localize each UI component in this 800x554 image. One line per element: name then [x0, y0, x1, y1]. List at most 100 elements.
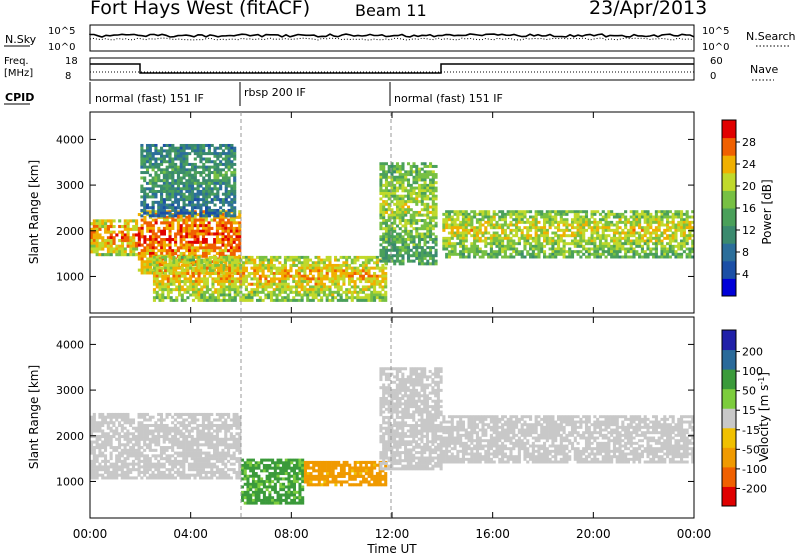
- data-cell: [418, 210, 422, 214]
- data-cell: [364, 258, 368, 262]
- data-cell: [398, 213, 402, 217]
- data-cell: [103, 415, 108, 419]
- data-cell: [210, 232, 214, 236]
- data-cell: [247, 274, 251, 278]
- data-cell: [151, 465, 155, 469]
- data-cell: [492, 242, 496, 246]
- data-cell: [179, 226, 183, 230]
- data-cell: [534, 247, 538, 251]
- data-cell: [166, 280, 170, 284]
- data-cell: [292, 277, 296, 281]
- data-cell: [367, 258, 371, 262]
- data-cell: [638, 252, 642, 256]
- data-cell: [450, 228, 454, 232]
- data-cell: [289, 298, 293, 302]
- data-cell: [283, 255, 287, 259]
- data-cell: [375, 266, 379, 270]
- data-cell: [317, 280, 321, 284]
- data-cell: [182, 162, 186, 166]
- data-cell: [264, 288, 268, 292]
- data-cell: [155, 261, 159, 265]
- data-cell: [166, 293, 170, 297]
- freq-tick-bottom: 8: [65, 71, 71, 82]
- data-cell: [584, 247, 589, 251]
- data-cell: [242, 280, 246, 284]
- data-cell: [229, 246, 233, 250]
- data-cell: [618, 220, 622, 224]
- data-cell: [398, 232, 402, 236]
- data-cell: [224, 200, 228, 204]
- data-cell: [219, 168, 223, 172]
- data-cell: [90, 440, 94, 444]
- data-cell: [101, 432, 105, 436]
- data-cell: [143, 165, 147, 169]
- data-cell: [643, 215, 647, 219]
- data-cell: [520, 252, 524, 256]
- data-cell: [134, 443, 138, 447]
- data-cell: [214, 255, 218, 259]
- data-cell: [601, 223, 605, 227]
- data-cell: [401, 183, 405, 187]
- data-cell: [398, 183, 402, 187]
- data-cell: [189, 285, 193, 289]
- data-cell: [160, 160, 164, 164]
- data-cell: [531, 250, 535, 254]
- data-cell: [168, 149, 172, 153]
- data-cell: [148, 429, 152, 433]
- data-cell: [131, 459, 136, 463]
- data-cell: [269, 290, 274, 294]
- data-cell: [554, 231, 558, 235]
- data-cell: [233, 162, 237, 166]
- data-cell: [601, 218, 605, 222]
- data-cell: [568, 250, 572, 254]
- data-cell: [210, 198, 214, 202]
- data-cell: [135, 241, 139, 245]
- data-cell: [162, 229, 167, 233]
- data-cell: [146, 265, 150, 269]
- data-cell: [168, 224, 172, 228]
- data-cell: [98, 429, 102, 433]
- data-cell: [334, 282, 338, 286]
- data-cell: [208, 272, 212, 276]
- data-cell: [165, 203, 169, 207]
- data-cell: [590, 226, 594, 230]
- data-cell: [193, 260, 197, 264]
- data-cell: [228, 269, 232, 273]
- data-cell: [176, 437, 180, 441]
- data-cell: [117, 459, 122, 463]
- data-cell: [205, 290, 209, 294]
- data-cell: [635, 244, 639, 248]
- data-cell: [601, 247, 605, 251]
- data-cell: [529, 220, 533, 224]
- data-cell: [145, 443, 150, 447]
- data-cell: [456, 242, 460, 246]
- data-cell: [404, 173, 408, 177]
- data-cell: [467, 212, 471, 216]
- data-cell: [239, 285, 243, 289]
- data-cell: [101, 247, 105, 251]
- data-cell: [92, 465, 96, 469]
- data-cell: [506, 244, 510, 248]
- data-cell: [649, 252, 653, 256]
- data-cell: [154, 171, 158, 175]
- data-cell: [165, 206, 169, 210]
- data-cell: [145, 459, 150, 463]
- data-cell: [615, 244, 619, 248]
- data-cell: [204, 249, 208, 253]
- data-cell: [90, 247, 94, 251]
- data-cell: [382, 173, 386, 177]
- data-cell: [145, 432, 150, 436]
- data-cell: [495, 244, 499, 248]
- data-cell: [384, 181, 388, 185]
- data-cell: [517, 212, 521, 216]
- data-cell: [155, 255, 159, 259]
- data-cell: [492, 252, 496, 256]
- data-cell: [256, 298, 260, 302]
- data-cell: [442, 223, 446, 227]
- data-cell: [211, 255, 215, 259]
- data-cell: [90, 470, 94, 474]
- data-cell: [423, 232, 427, 236]
- data-cell: [173, 432, 177, 436]
- data-cell: [123, 451, 127, 455]
- data-cell: [230, 171, 234, 175]
